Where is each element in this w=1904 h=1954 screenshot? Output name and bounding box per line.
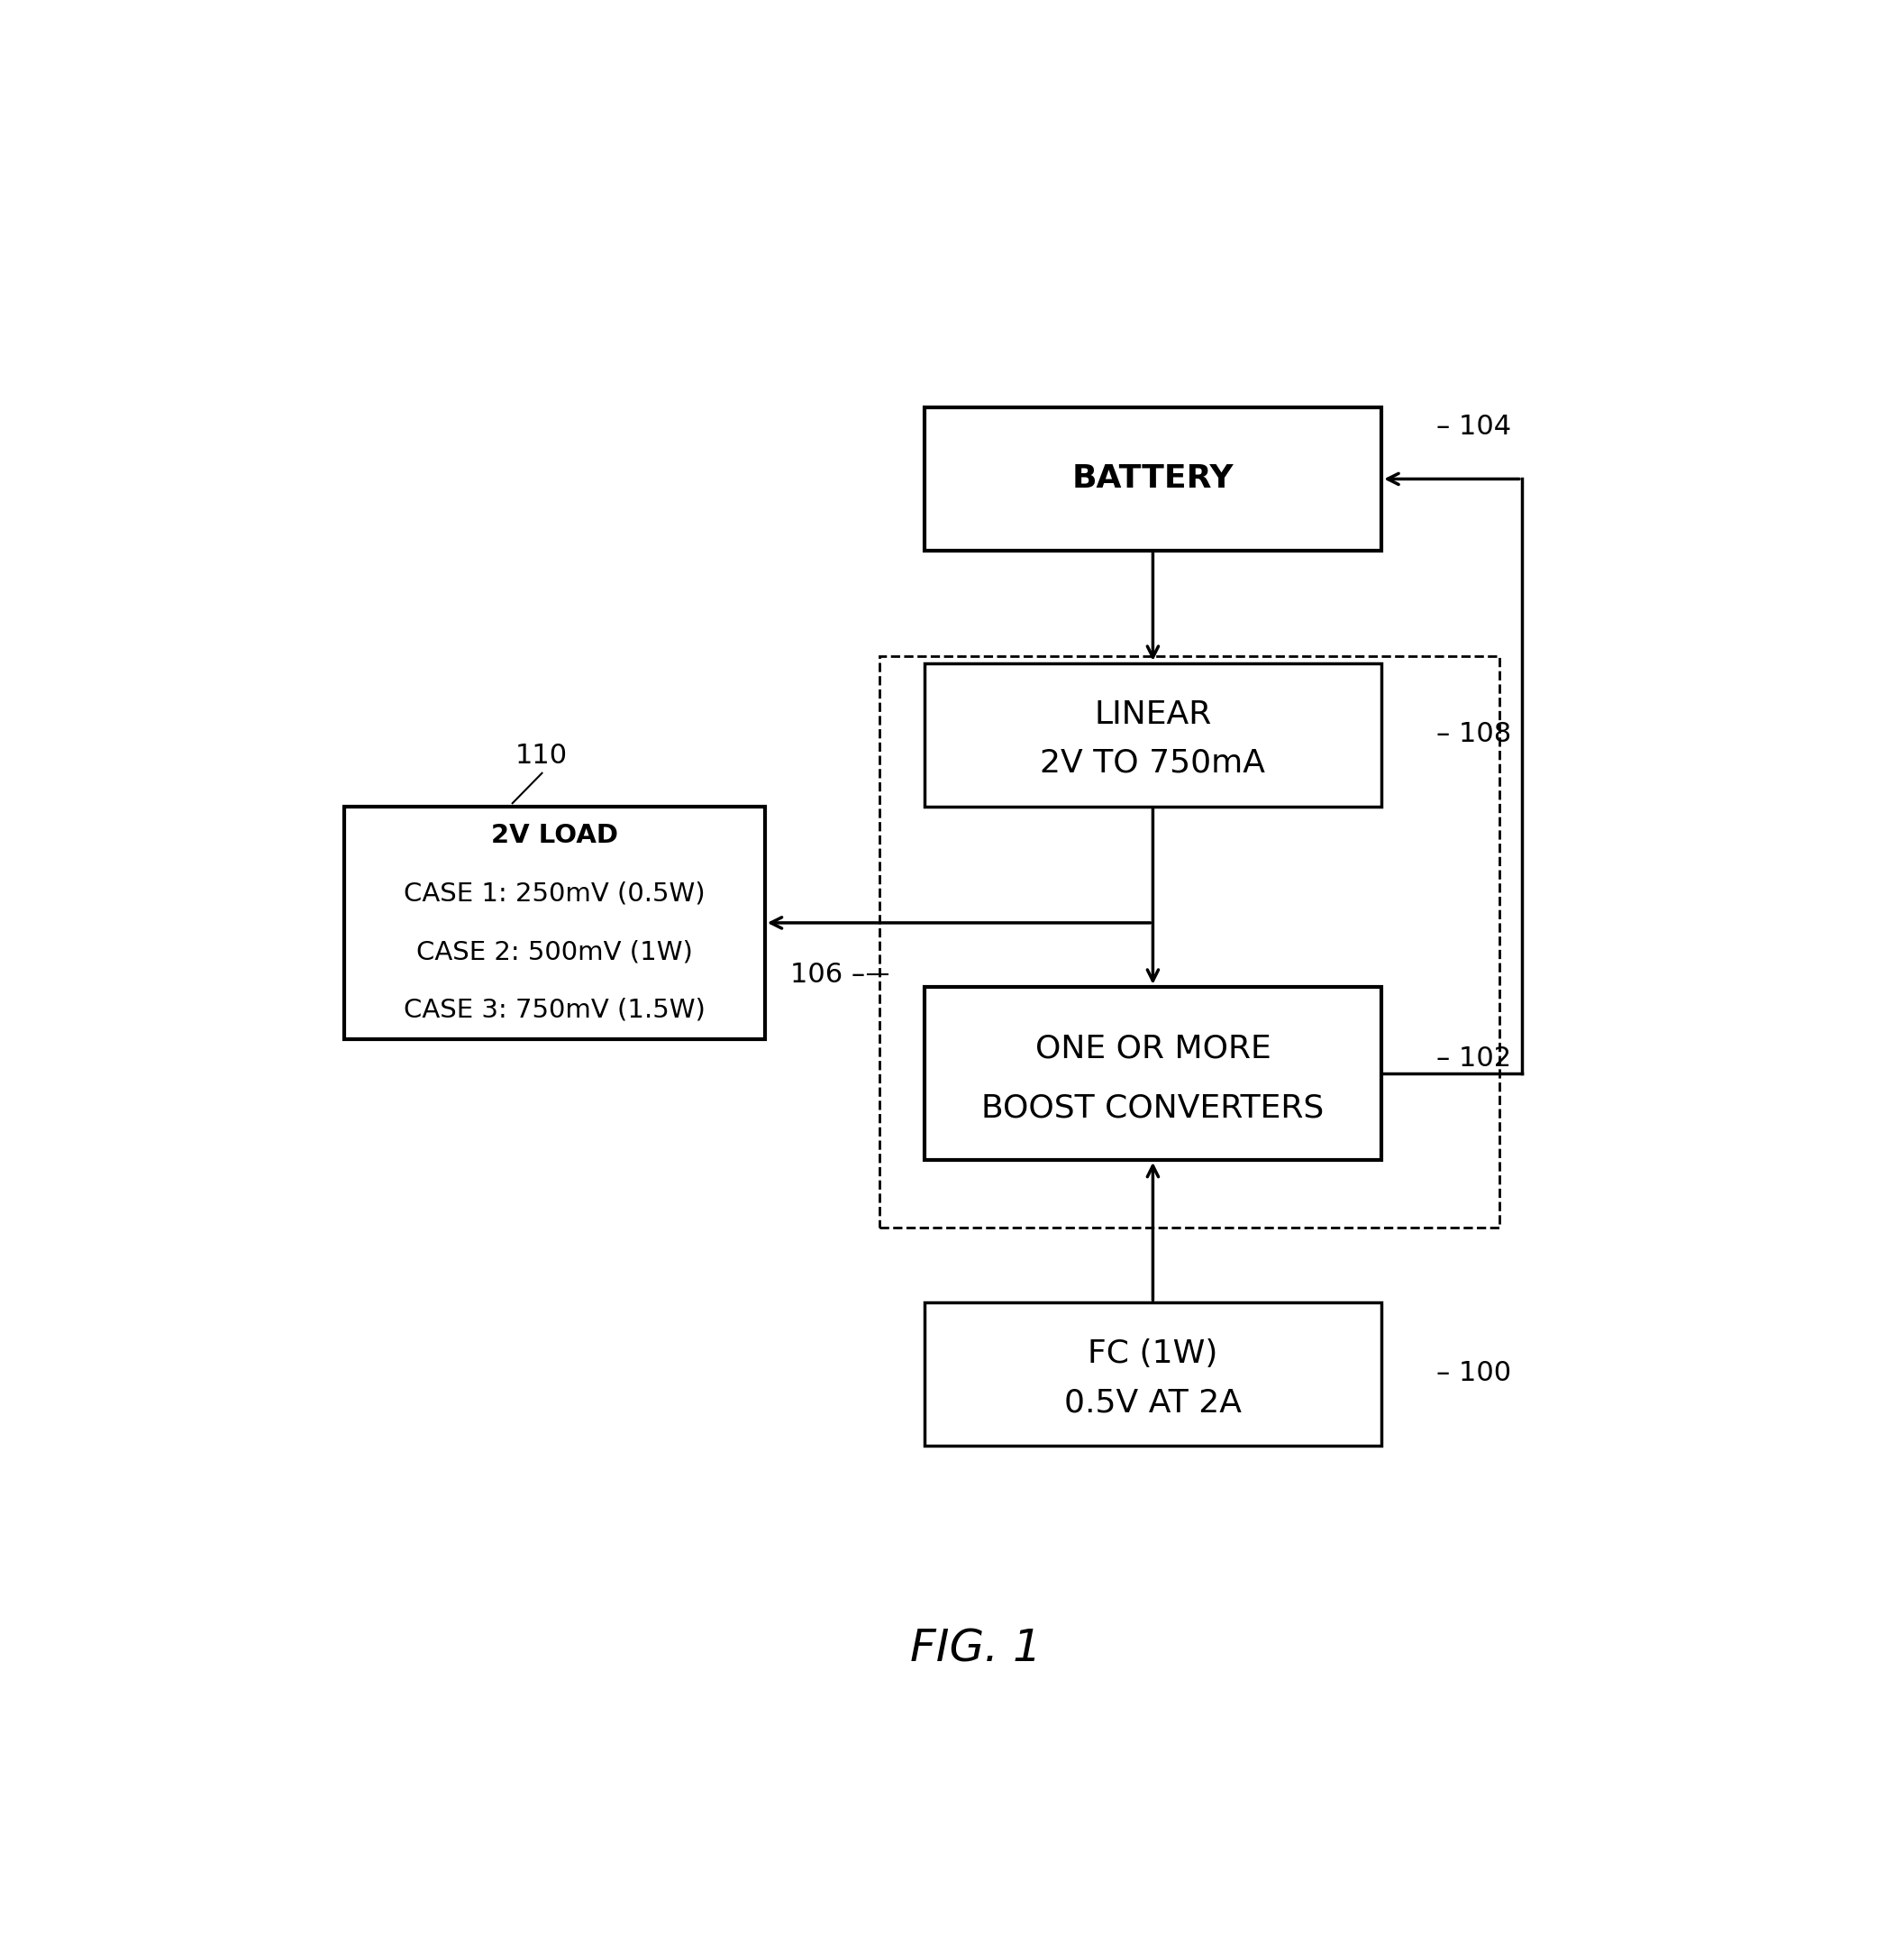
Text: CASE 3: 750mV (1.5W): CASE 3: 750mV (1.5W) [404,998,704,1022]
Text: – 108: – 108 [1436,721,1512,746]
Bar [923,987,1382,1161]
Text: – 102: – 102 [1436,1045,1512,1073]
Bar [345,807,765,1040]
Text: 106 –: 106 – [790,961,864,989]
Text: 2V LOAD: 2V LOAD [491,823,619,848]
Text: CASE 1: 250mV (0.5W): CASE 1: 250mV (0.5W) [404,881,704,907]
Text: LINEAR: LINEAR [1095,700,1211,731]
Text: FC (1W): FC (1W) [1087,1338,1219,1370]
Text: FIG. 1: FIG. 1 [910,1628,1041,1671]
Text: – 104: – 104 [1436,414,1512,440]
Text: CASE 2: 500mV (1W): CASE 2: 500mV (1W) [417,940,693,965]
Bar [880,657,1500,1227]
Bar [923,1303,1382,1446]
Text: 2V TO 750mA: 2V TO 750mA [1040,748,1266,778]
Text: 110: 110 [516,743,567,768]
Text: BATTERY: BATTERY [1072,463,1234,494]
Text: 0.5V AT 2A: 0.5V AT 2A [1064,1387,1241,1419]
Bar [923,408,1382,551]
Bar [923,662,1382,807]
Text: – 100: – 100 [1436,1360,1512,1387]
Text: ONE OR MORE: ONE OR MORE [1036,1034,1270,1065]
Text: BOOST CONVERTERS: BOOST CONVERTERS [982,1092,1323,1124]
